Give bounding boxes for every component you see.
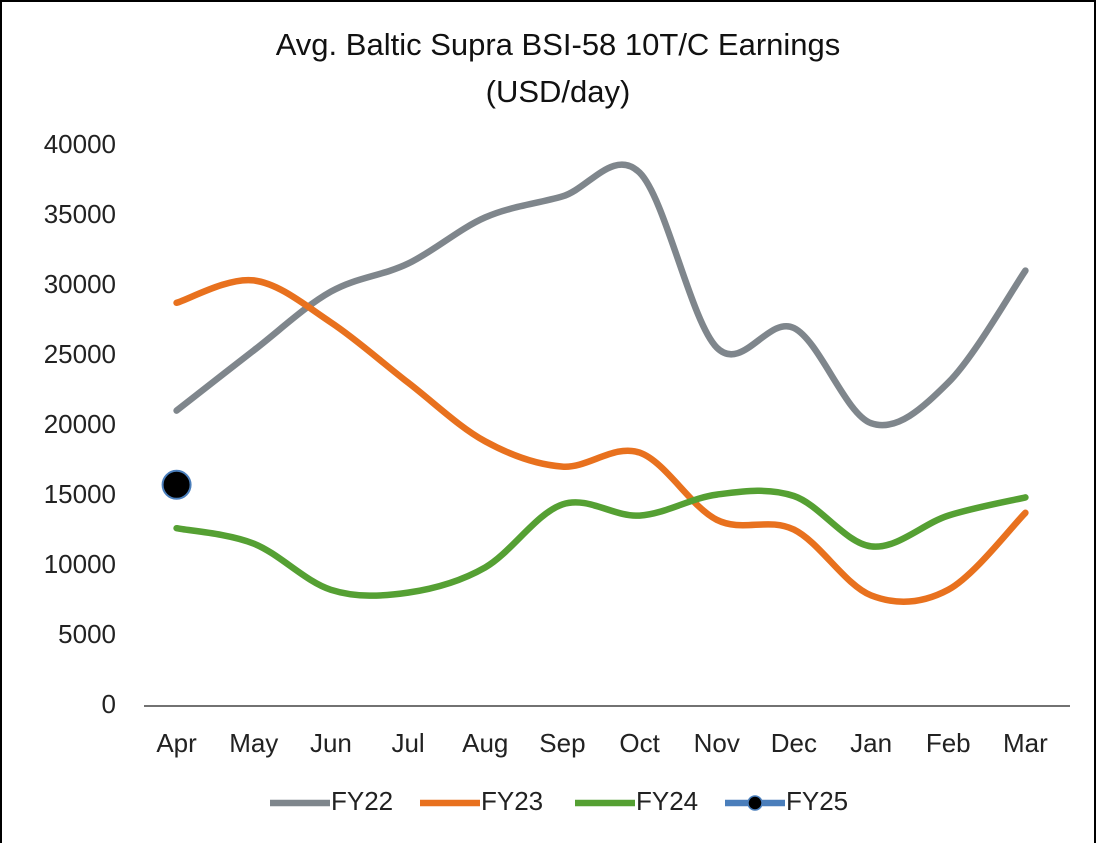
series-line: [173, 161, 1029, 429]
chart-title: Avg. Baltic Supra BSI-58 10T/C Earnings: [276, 27, 841, 62]
y-tick-label: 40000: [44, 129, 116, 159]
chart-subtitle: (USD/day): [486, 74, 631, 109]
y-tick-label: 25000: [44, 339, 116, 369]
x-tick-label: Oct: [619, 728, 660, 758]
legend-label: FY22: [331, 786, 393, 816]
legend-label: FY24: [636, 786, 698, 816]
x-tick-label: Feb: [926, 728, 971, 758]
x-tick-label: Jul: [391, 728, 424, 758]
y-tick-label: 0: [102, 689, 116, 719]
x-tick-label: Aug: [462, 728, 508, 758]
series-point: [161, 469, 192, 500]
x-tick-label: Dec: [771, 728, 817, 758]
x-tick-label: Jun: [310, 728, 352, 758]
x-tick-label: Nov: [694, 728, 740, 758]
x-tick-label: Sep: [539, 728, 585, 758]
y-tick-label: 10000: [44, 549, 116, 579]
legend-marker: [747, 795, 763, 811]
x-tick-label: Jan: [850, 728, 892, 758]
y-tick-label: 15000: [44, 479, 116, 509]
legend-label: FY23: [481, 786, 543, 816]
y-tick-label: 5000: [58, 619, 116, 649]
legend-label: FY25: [786, 786, 848, 816]
y-tick-label: 20000: [44, 409, 116, 439]
series-line: [173, 276, 1029, 605]
x-tick-label: May: [229, 728, 278, 758]
y-tick-label: 30000: [44, 269, 116, 299]
x-tick-label: Apr: [156, 728, 197, 758]
y-tick-label: 35000: [44, 199, 116, 229]
x-tick-label: Mar: [1003, 728, 1048, 758]
series-line: [173, 487, 1029, 599]
